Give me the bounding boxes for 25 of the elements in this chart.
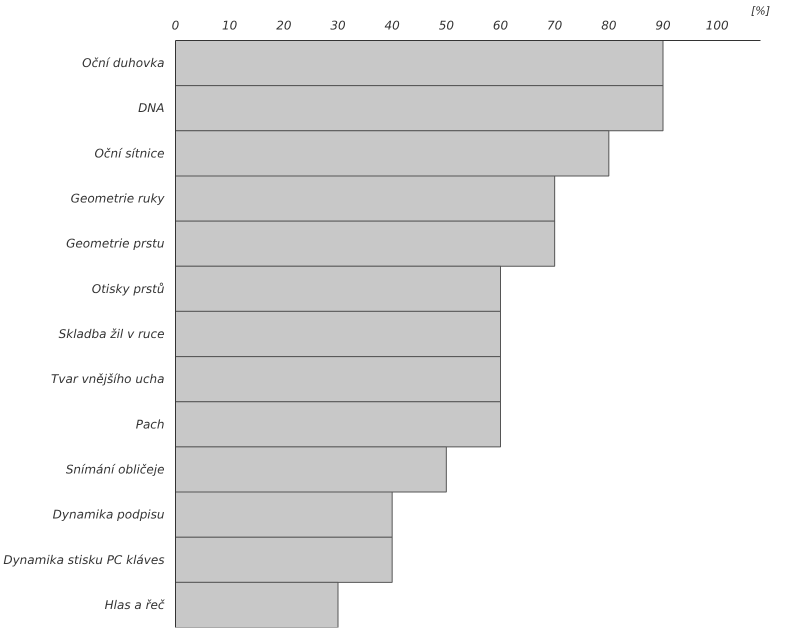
y-tick-label: Otisky prstů: [92, 282, 165, 296]
y-tick-label: Snímání obličeje: [66, 462, 165, 476]
x-tick-label: 100: [706, 18, 729, 32]
x-tick-label: 70: [547, 18, 563, 32]
y-tick-label: Oční sítnice: [94, 146, 165, 160]
x-tick-label: 30: [330, 18, 346, 32]
y-tick-label: Dynamika podpisu: [52, 508, 165, 522]
y-tick-label: Dynamika stisku PC kláves: [3, 552, 164, 567]
y-tick-label: DNA: [138, 101, 165, 116]
x-tick-label: 50: [438, 18, 454, 32]
x-tick-label: 60: [492, 18, 508, 32]
x-tick-label: 20: [276, 18, 292, 32]
y-tick-label: Geometrie prstu: [66, 236, 165, 251]
y-tick-label: Oční duhovka: [82, 56, 165, 70]
y-tick-label: Hlas a řeč: [104, 598, 165, 612]
x-tick-label: 10: [222, 18, 238, 32]
y-tick-label: Skladba žil v ruce: [58, 327, 164, 341]
x-tick-label: 40: [384, 18, 400, 32]
y-tick-label: Geometrie ruky: [70, 192, 166, 206]
x-tick-label: 90: [655, 18, 671, 32]
x-axis-title: [%]: [750, 4, 770, 18]
y-tick-label: Pach: [136, 417, 165, 432]
y-tick-label: Tvar vnějšího ucha: [51, 372, 164, 386]
x-tick-label: 0: [172, 18, 180, 32]
x-tick-label: 80: [601, 18, 617, 32]
